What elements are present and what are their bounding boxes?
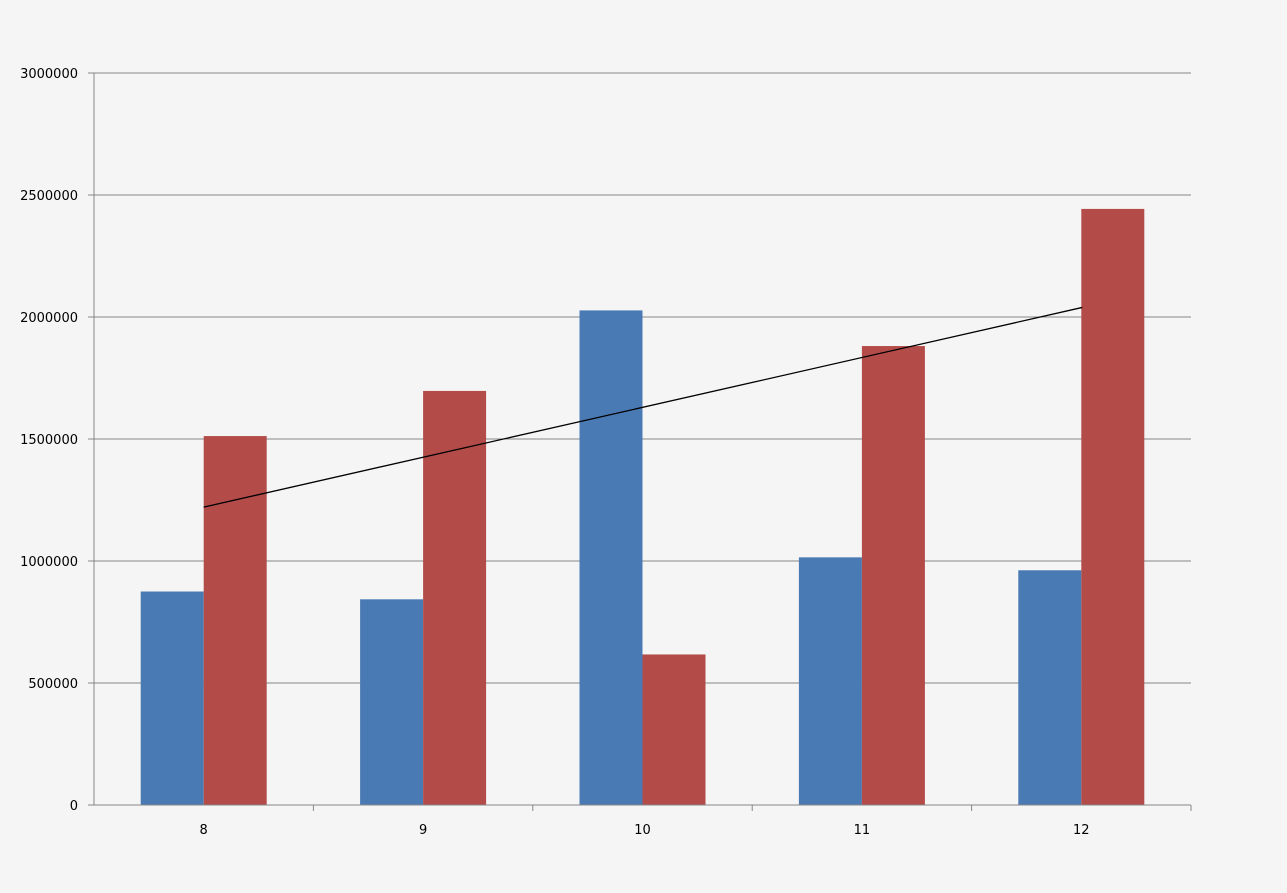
bar-series-1 bbox=[140, 591, 204, 805]
bar-series-1 bbox=[1018, 570, 1082, 805]
x-tick-label: 8 bbox=[200, 823, 208, 838]
x-tick-label: 9 bbox=[419, 823, 427, 838]
trendline-layer bbox=[203, 306, 1083, 508]
bar-series-1 bbox=[579, 310, 643, 805]
y-tick-label: 1500000 bbox=[20, 433, 78, 448]
x-tick-label: 10 bbox=[634, 823, 651, 838]
bar-series-2 bbox=[203, 436, 267, 805]
axes bbox=[88, 72, 1192, 811]
y-tick-label: 1000000 bbox=[20, 555, 78, 570]
bar-series-2 bbox=[861, 346, 925, 805]
x-tick-label: 12 bbox=[1073, 823, 1090, 838]
trendline bbox=[203, 306, 1083, 508]
bar-series-2 bbox=[642, 654, 706, 805]
tick-labels: 0 500000 1000000 1500000 2000000 2500000 30000… bbox=[20, 67, 1089, 838]
bar-series-1 bbox=[798, 557, 862, 805]
y-tick-label: 500000 bbox=[28, 677, 78, 692]
y-tick-label: 2000000 bbox=[20, 311, 78, 326]
bar-series-1 bbox=[360, 599, 424, 805]
bar-series-2 bbox=[423, 390, 487, 805]
y-tick-label: 3000000 bbox=[20, 67, 78, 82]
x-tick-label: 11 bbox=[854, 823, 871, 838]
y-tick-label: 0 bbox=[70, 799, 78, 814]
bars bbox=[140, 208, 1145, 805]
bar-series-2 bbox=[1081, 208, 1145, 805]
y-tick-label: 2500000 bbox=[20, 189, 78, 204]
